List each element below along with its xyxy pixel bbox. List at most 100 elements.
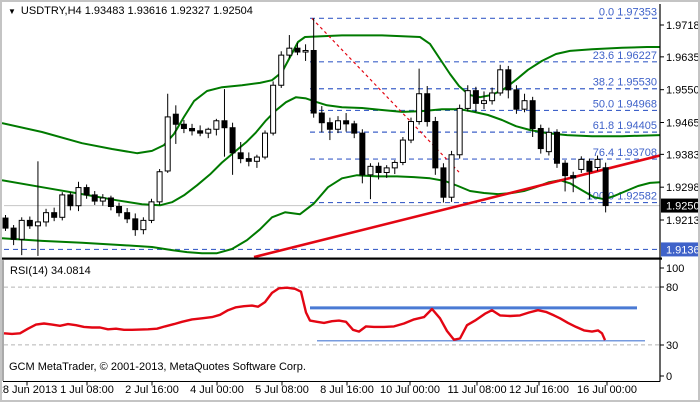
time-tick-label: 10 Jul 00:00 (380, 384, 440, 396)
candle (99, 194, 106, 206)
candle (602, 162, 609, 213)
candle (586, 158, 593, 200)
rsi-indicator-label: RSI(14) 34.0814 (10, 265, 91, 277)
candle (286, 35, 293, 59)
candle (91, 191, 98, 205)
candle (245, 152, 252, 167)
rsi-axis-label: 0 (666, 371, 672, 383)
fib-level-label: 50.0 1.94968 (593, 98, 657, 110)
rsi-axis-label: 100 (666, 263, 684, 275)
candle (43, 208, 50, 227)
time-tick-label: 11 Jul 08:00 (447, 384, 506, 396)
candle (310, 18, 317, 118)
candle (148, 198, 155, 224)
candle (221, 89, 228, 157)
price-tick-label: 1.96355 (666, 52, 700, 64)
time-tick-label: 12 Jul 16:00 (509, 384, 569, 396)
price-tick-label: 1.97180 (666, 20, 700, 32)
fib-level-label: 23.6 1.96227 (593, 50, 657, 62)
candle (83, 184, 90, 199)
candle (294, 42, 301, 56)
trendlines-layer (253, 18, 661, 259)
candle (213, 118, 220, 136)
candle (124, 208, 131, 224)
candle (553, 129, 560, 168)
candle (424, 86, 431, 127)
price-tick-label: 1.92130 (666, 215, 700, 227)
fib-level-label: 61.8 1.94405 (593, 120, 657, 132)
candle (67, 192, 74, 211)
candle (570, 171, 577, 193)
candle (189, 123, 196, 136)
candle (521, 93, 528, 113)
price-tick-label: 1.93830 (666, 149, 700, 161)
candle (18, 217, 25, 256)
support-price-label-bg (661, 242, 698, 257)
candle (262, 130, 269, 160)
ascending-trendline[interactable] (253, 154, 661, 259)
time-tick-label: 4 Jul 00:00 (190, 384, 244, 396)
candle (351, 120, 358, 139)
candle (59, 192, 66, 221)
candle (562, 160, 569, 192)
candle (472, 86, 479, 113)
time-tick-label: 16 Jul 00:00 (577, 384, 637, 396)
candle (270, 81, 277, 136)
fib-level-label: 38.2 1.95530 (593, 77, 657, 89)
axes-layer: 1.97180 1.96355 1.95505 1.94655 1.93830 1.929… (2, 4, 700, 396)
candle (432, 116, 439, 175)
candle (107, 195, 114, 211)
candle (505, 65, 512, 99)
symbol-dropdown-icon[interactable]: ▼ (8, 6, 16, 16)
fibonacci-layer: 0.0 1.97353 23.6 1.96227 38.2 1.95530 50.0 … (4, 6, 660, 251)
candle (26, 216, 33, 229)
candle (480, 91, 487, 110)
time-tick-label: 5 Jul 08:00 (255, 384, 309, 396)
chart-title: USDTRY,H4 1.93483 1.93616 1.92327 1.9250… (20, 5, 253, 17)
candle (164, 93, 171, 173)
candle (278, 51, 285, 88)
candle (253, 154, 260, 168)
candle (489, 87, 496, 105)
candle (51, 207, 58, 222)
candle (34, 161, 41, 256)
fib-level-label: 0.0 1.97353 (599, 6, 657, 18)
candle (578, 156, 585, 173)
candle (497, 64, 504, 96)
rsi-axis-label: 30 (666, 340, 678, 352)
rsi-line (3, 286, 607, 341)
bollinger-middle-band (2, 96, 661, 207)
candle (75, 181, 82, 212)
candle (529, 96, 536, 137)
chart-title-bar: ▼ USDTRY,H4 1.93483 1.93616 1.92327 1.92… (8, 5, 253, 17)
bollinger-lower-band (2, 174, 661, 255)
candle (318, 106, 325, 133)
candle (132, 213, 139, 236)
candle (197, 125, 204, 137)
time-tick-label: 8 Jul 16:00 (320, 384, 374, 396)
candle (335, 116, 342, 134)
panel-separator[interactable] (2, 257, 662, 260)
candle (594, 155, 601, 171)
candle (367, 163, 374, 200)
bollinger-bands-layer (2, 34, 661, 255)
support-price-label: 1.91368 (666, 244, 700, 256)
rsi-axis-label: 80 (666, 282, 678, 294)
candle (237, 142, 244, 164)
candle (10, 225, 17, 246)
candle (440, 163, 447, 203)
candle (229, 122, 236, 175)
time-tick-label: 2 Jul 16:00 (125, 384, 179, 396)
candle (359, 129, 366, 184)
rsi-layer: 100 80 30 0 (3, 263, 684, 383)
candle (537, 124, 544, 154)
candle (391, 160, 398, 175)
candle (448, 150, 455, 202)
time-tick-label: 28 Jun 2013 (2, 384, 57, 396)
price-tick-label: 1.94655 (666, 118, 700, 130)
candle (513, 85, 520, 114)
candle (456, 104, 463, 159)
candle (172, 105, 179, 144)
